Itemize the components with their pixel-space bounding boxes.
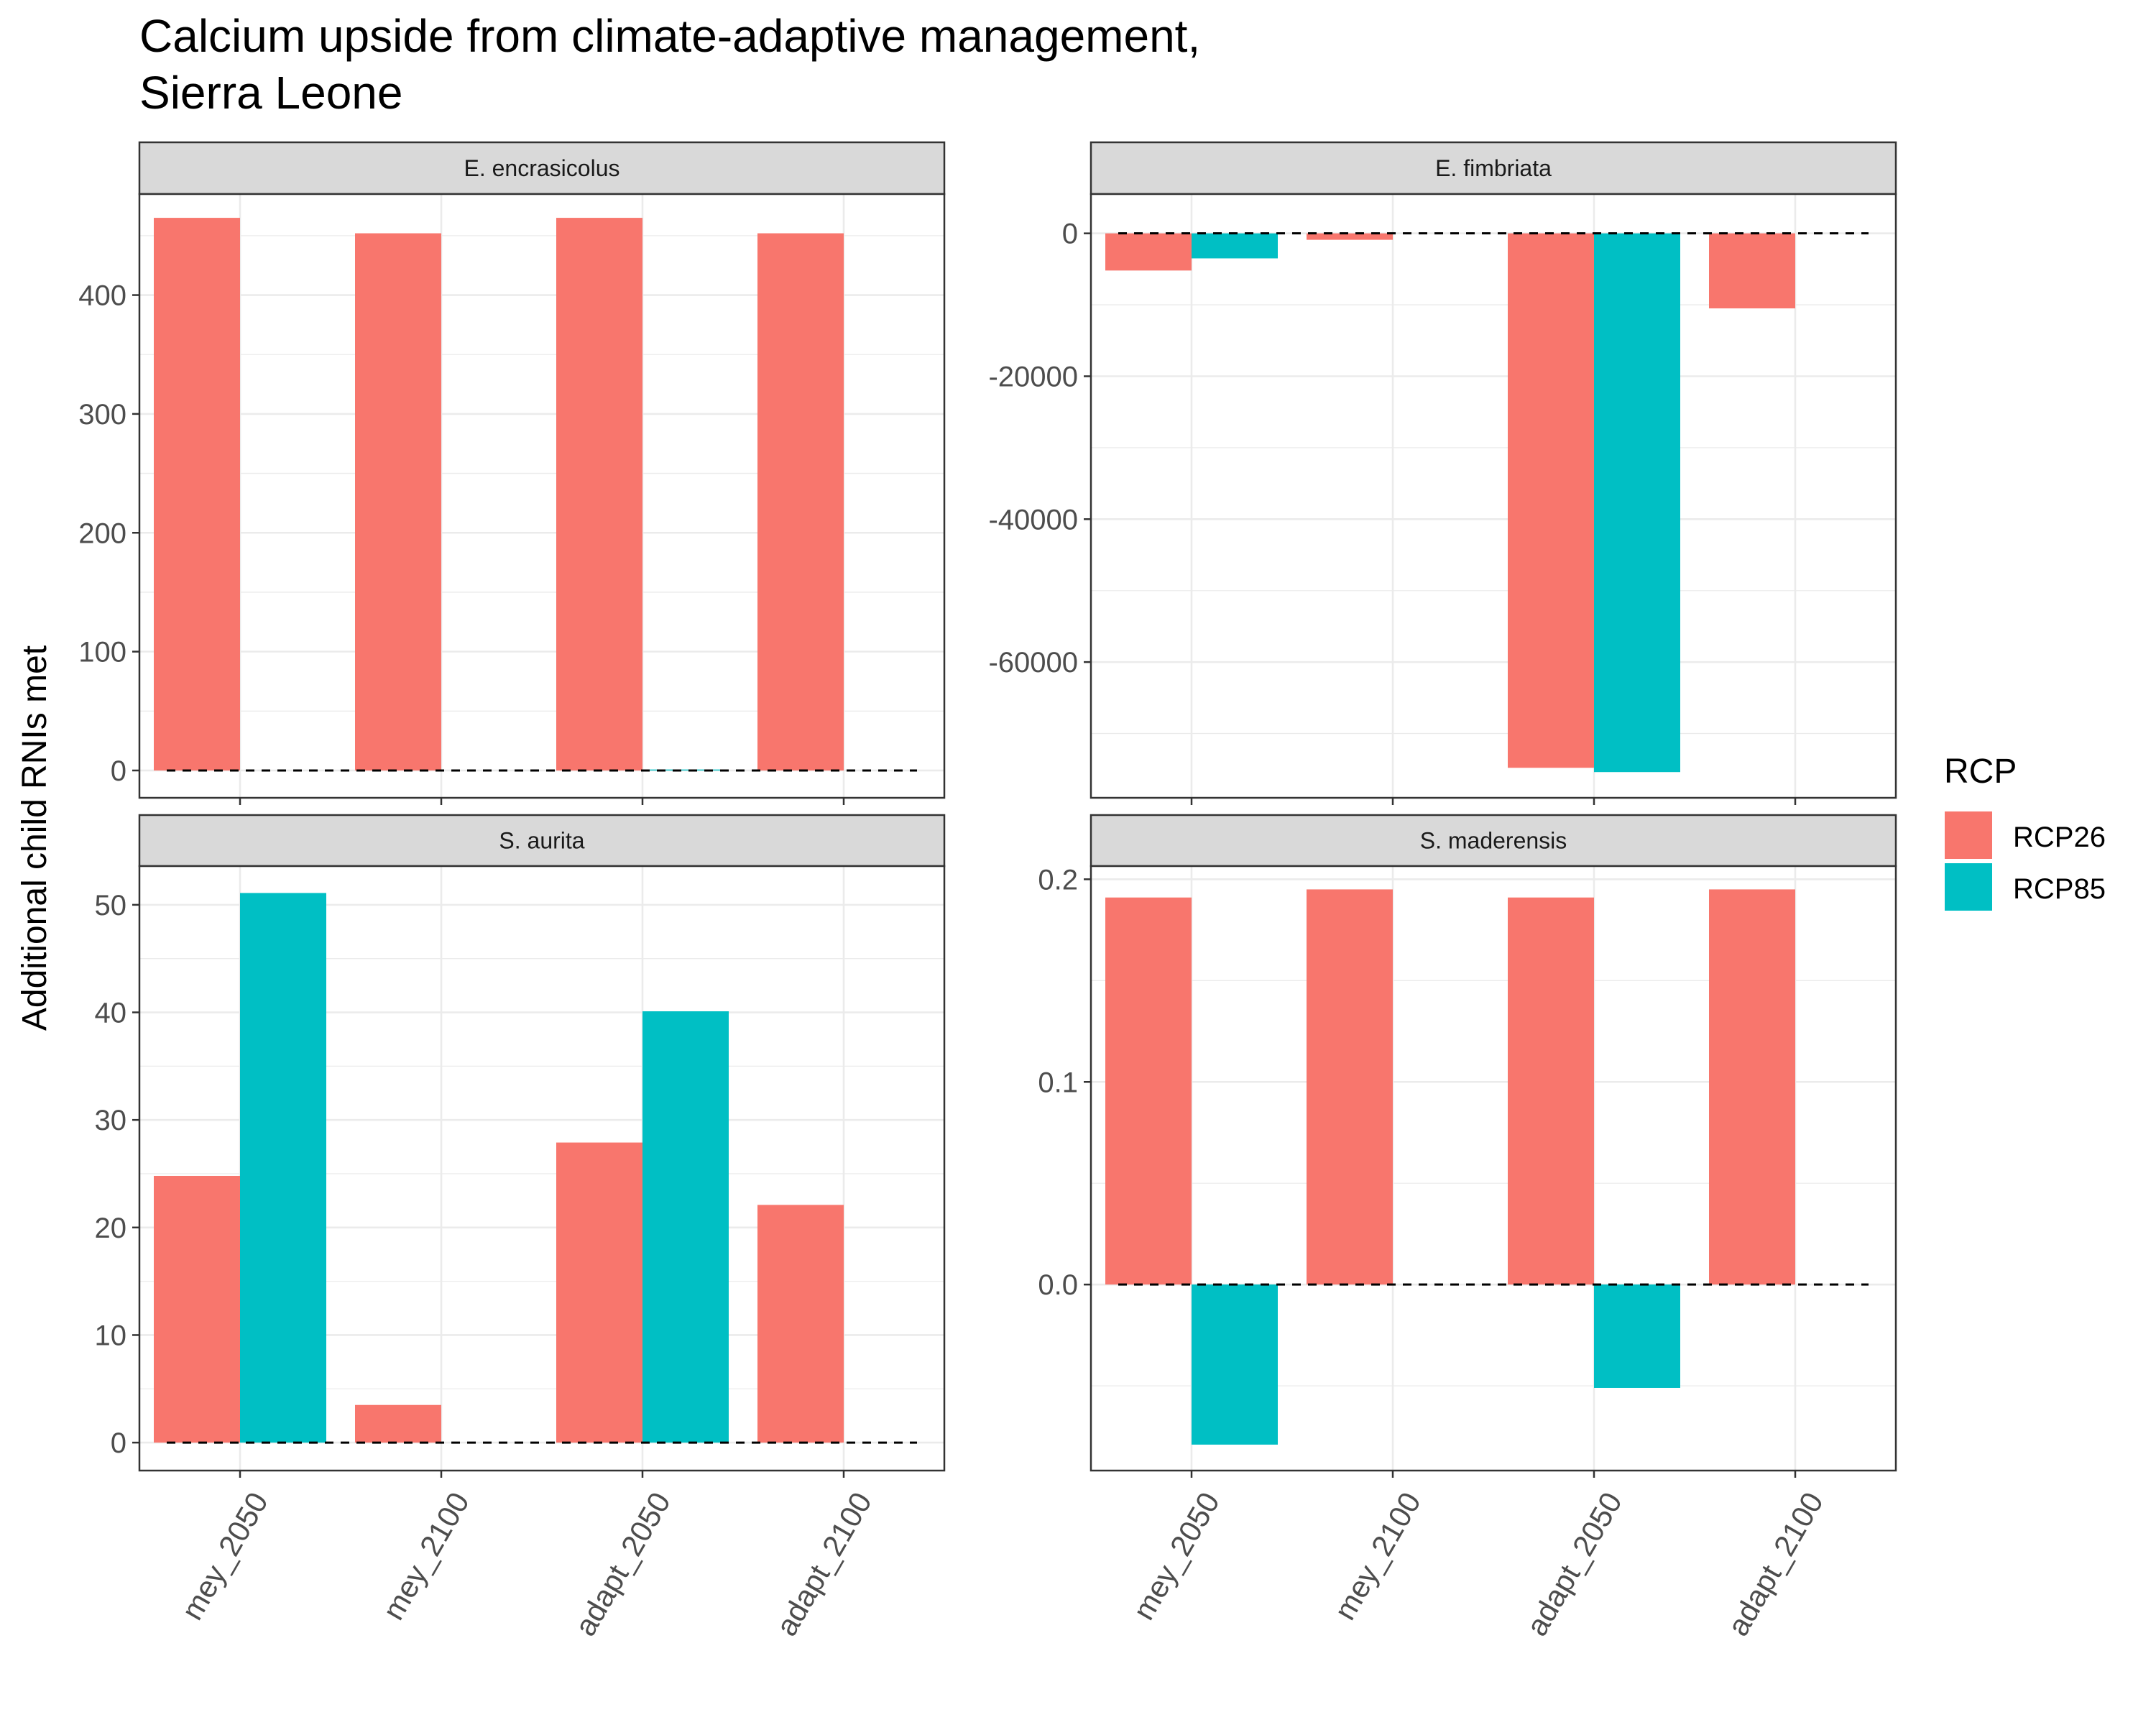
- strip-e-fimbriata: [1089, 141, 1897, 196]
- x-tick-label-s-maderensis-adapt-2100: adapt_2100: [1720, 1486, 1830, 1642]
- strip-s-maderensis: [1089, 814, 1897, 868]
- y-tick-label-s-aurita-3: 30: [95, 1105, 127, 1136]
- y-axis-title: Additional child RNIs met: [16, 645, 54, 1031]
- bar-s-aurita-mey-2100-rcp26: [355, 1404, 441, 1443]
- y-tick-label-e-fimbriata-0: 0: [1062, 218, 1078, 250]
- y-tick-label-s-aurita-1: 10: [95, 1320, 127, 1351]
- bar-s-maderensis-mey-2050-rcp26: [1105, 897, 1192, 1285]
- x-tick-label-s-maderensis-mey-2050: mey_2050: [1126, 1486, 1226, 1625]
- bar-e-encrasicolus-adapt-2050-rcp26: [556, 218, 642, 770]
- y-tick-label-s-aurita-0: 0: [111, 1427, 126, 1459]
- y-tick-label-s-aurita-4: 40: [95, 998, 127, 1029]
- y-tick-label-e-encrasicolus-4: 400: [78, 280, 126, 312]
- y-tick-label-e-encrasicolus-1: 100: [78, 637, 126, 668]
- panel-s-aurita: S. aurita 0 10 20 30 40 50 mey_2050 mey_2100 adap…: [95, 814, 946, 1642]
- y-tick-label-e-encrasicolus-3: 300: [78, 399, 126, 431]
- legend-title: RCP: [1944, 753, 2017, 791]
- chart-title: Calcium upside from climate-adaptive man…: [139, 10, 1200, 119]
- x-tick-label-s-aurita-mey-2100: mey_2100: [376, 1486, 476, 1625]
- bar-s-maderensis-adapt-2050-rcp26: [1508, 897, 1594, 1285]
- bar-s-maderensis-adapt-2050-rcp85: [1594, 1284, 1680, 1388]
- y-tick-label-e-fimbriata-3: -60000: [988, 647, 1078, 678]
- bar-s-maderensis-mey-2100-rcp26: [1307, 889, 1393, 1285]
- bar-e-fimbriata-adapt-2100-rcp26: [1709, 233, 1795, 309]
- legend-key-rcp85: [1945, 863, 1992, 911]
- legend: RCP RCP26 RCP85: [1944, 753, 2106, 911]
- bar-s-aurita-mey-2050-rcp85: [240, 893, 326, 1443]
- x-tick-label-s-maderensis-adapt-2050: adapt_2050: [1519, 1486, 1628, 1642]
- strip-label-e-encrasicolus: E. encrasicolus: [464, 155, 620, 181]
- x-tick-label-s-aurita-mey-2050: mey_2050: [175, 1486, 275, 1625]
- bar-s-aurita-adapt-2050-rcp85: [642, 1011, 729, 1443]
- y-tick-label-e-fimbriata-1: -20000: [988, 361, 1078, 392]
- chart-title-line-1: Calcium upside from climate-adaptive man…: [139, 10, 1200, 62]
- legend-key-rcp26: [1945, 811, 1992, 859]
- bar-e-encrasicolus-adapt-2100-rcp26: [757, 233, 844, 770]
- bar-s-maderensis-mey-2050-rcp85: [1192, 1284, 1278, 1445]
- panel-e-encrasicolus: E. encrasicolus 0 100 200 300 400: [78, 141, 946, 805]
- bar-s-aurita-mey-2050-rcp26: [154, 1175, 240, 1443]
- y-tick-label-s-maderensis-2: 0.2: [1038, 864, 1078, 896]
- x-tick-label-s-maderensis-mey-2100: mey_2100: [1327, 1486, 1427, 1625]
- y-tick-label-e-encrasicolus-2: 200: [78, 518, 126, 549]
- bar-e-fimbriata-mey-2100-rcp26: [1307, 233, 1393, 240]
- panel-s-maderensis: S. maderensis 0.0 0.1 0.2 mey_2050 mey_2100 ad…: [1038, 814, 1897, 1642]
- legend-label-rcp85: RCP85: [2013, 873, 2106, 905]
- y-tick-label-s-maderensis-0: 0.0: [1038, 1269, 1078, 1301]
- bar-e-fimbriata-mey-2050-rcp26: [1105, 233, 1192, 271]
- strip-s-aurita: [138, 814, 946, 868]
- y-tick-label-s-aurita-2: 20: [95, 1213, 127, 1244]
- bar-e-fimbriata-adapt-2050-rcp26: [1508, 233, 1594, 768]
- bar-e-encrasicolus-mey-2050-rcp26: [154, 218, 240, 770]
- legend-label-rcp26: RCP26: [2013, 822, 2106, 853]
- panel-border-e-fimbriata: [1089, 193, 1897, 799]
- bar-s-aurita-adapt-2100-rcp26: [757, 1205, 844, 1443]
- chart-title-line-2: Sierra Leone: [139, 67, 402, 119]
- strip-label-s-aurita: S. aurita: [499, 828, 584, 854]
- y-tick-label-s-aurita-5: 50: [95, 890, 127, 921]
- y-tick-label-s-maderensis-1: 0.1: [1038, 1067, 1078, 1098]
- y-tick-label-e-fimbriata-2: -40000: [988, 504, 1078, 535]
- panel-border-s-maderensis: [1089, 865, 1897, 1472]
- panel-border-s-aurita: [138, 865, 946, 1472]
- bar-e-fimbriata-adapt-2050-rcp85: [1594, 233, 1680, 773]
- x-tick-label-s-aurita-adapt-2050: adapt_2050: [568, 1486, 677, 1642]
- bar-e-encrasicolus-mey-2100-rcp26: [355, 233, 441, 770]
- panel-border-e-encrasicolus: [138, 193, 946, 799]
- strip-e-encrasicolus: [138, 141, 946, 196]
- y-tick-label-e-encrasicolus-0: 0: [111, 755, 126, 787]
- x-tick-label-s-aurita-adapt-2100: adapt_2100: [769, 1486, 878, 1642]
- bar-e-fimbriata-mey-2050-rcp85: [1192, 233, 1278, 259]
- bar-s-aurita-adapt-2050-rcp26: [556, 1142, 642, 1443]
- bar-s-maderensis-adapt-2100-rcp26: [1709, 889, 1795, 1285]
- panel-e-fimbriata: E. fimbriata 0 -20000 -40000 -60000: [988, 141, 1897, 805]
- strip-label-s-maderensis: S. maderensis: [1420, 828, 1567, 854]
- strip-label-e-fimbriata: E. fimbriata: [1435, 155, 1552, 181]
